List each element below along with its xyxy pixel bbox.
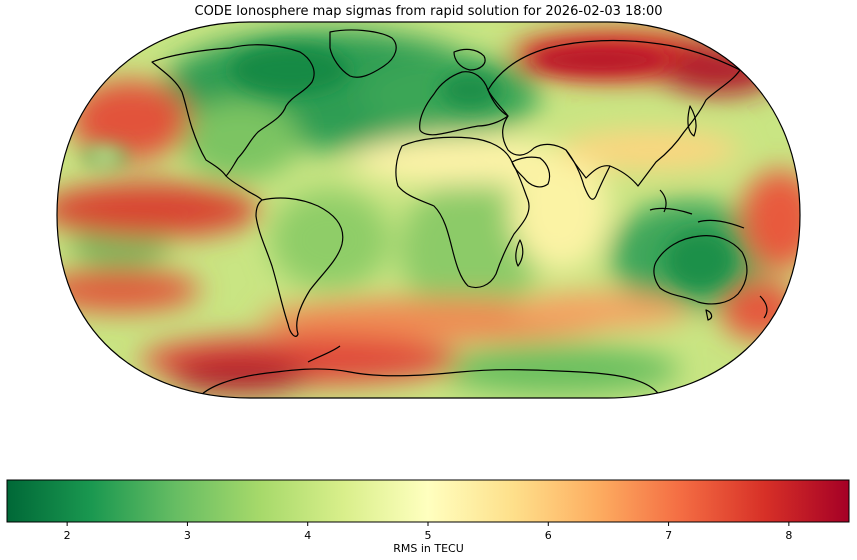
colorbar: 2 3 4 5 6 7 8 RMS in TECU (0, 470, 857, 560)
colorbar-tick-label: 7 (665, 529, 672, 542)
colorbar-ticks: 2 3 4 5 6 7 8 (64, 522, 792, 542)
map-svg (56, 21, 801, 399)
colorbar-tick-label: 5 (425, 529, 432, 542)
colorbar-tick-label: 2 (64, 529, 71, 542)
colorbar-gradient (6, 479, 850, 523)
colorbar-tick-label: 6 (545, 529, 552, 542)
colorbar-tick-label: 3 (184, 529, 191, 542)
globe-outline (56, 21, 801, 399)
colorbar-label: RMS in TECU (393, 542, 464, 555)
sigma-field (57, 22, 800, 398)
map-title: CODE Ionosphere map sigmas from rapid so… (194, 4, 663, 19)
coastlines (151, 29, 768, 397)
colorbar-tick-label: 8 (785, 529, 792, 542)
colorbar-tick-label: 4 (304, 529, 311, 542)
ionosphere-map (56, 21, 801, 399)
colorbar-svg: 2 3 4 5 6 7 8 (6, 479, 850, 542)
